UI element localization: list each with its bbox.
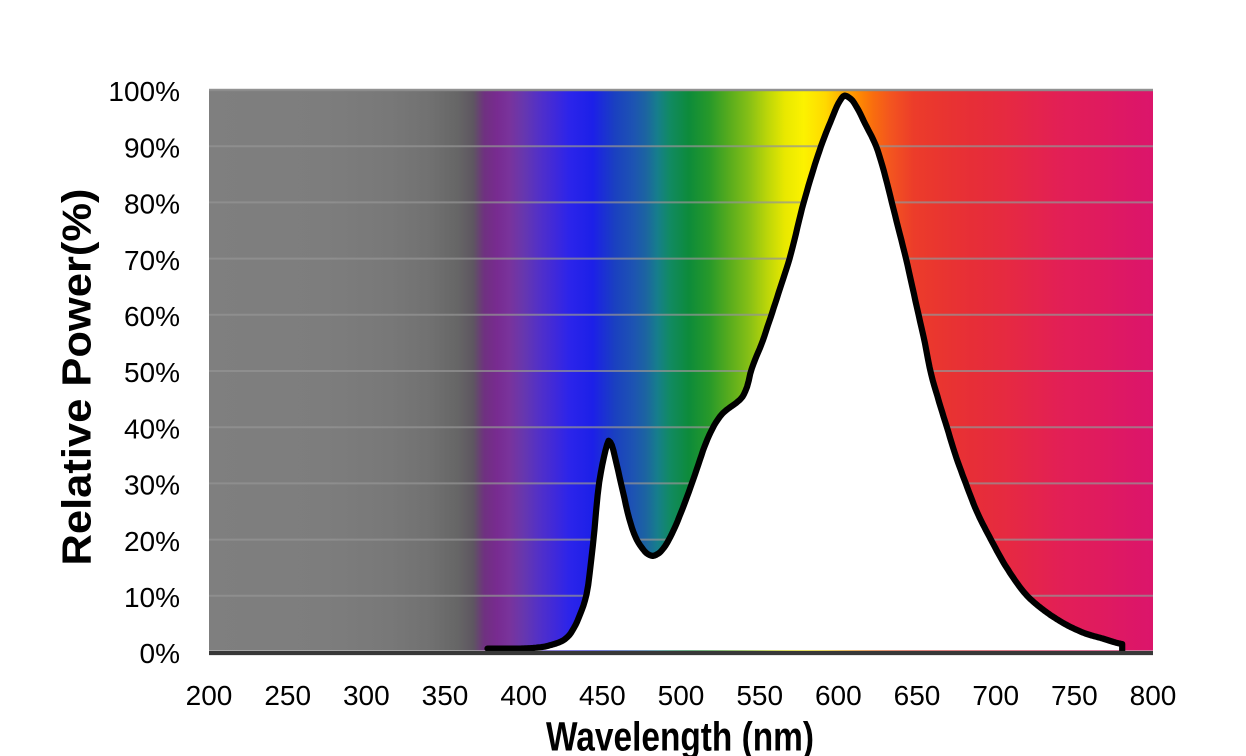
svg-text:20%: 20% xyxy=(124,526,180,557)
svg-text:40%: 40% xyxy=(124,413,180,444)
svg-text:Relative Power(%): Relative Power(%) xyxy=(53,189,99,566)
svg-text:750: 750 xyxy=(1051,680,1098,711)
svg-text:60%: 60% xyxy=(124,301,180,332)
svg-text:70%: 70% xyxy=(124,245,180,276)
svg-text:80%: 80% xyxy=(124,189,180,220)
svg-text:700: 700 xyxy=(972,680,1019,711)
svg-text:650: 650 xyxy=(894,680,941,711)
svg-text:30%: 30% xyxy=(124,470,180,501)
svg-text:Wavelength (nm): Wavelength (nm) xyxy=(546,713,814,756)
svg-text:450: 450 xyxy=(579,680,626,711)
svg-text:800: 800 xyxy=(1130,680,1177,711)
svg-text:500: 500 xyxy=(658,680,705,711)
svg-text:50%: 50% xyxy=(124,357,180,388)
svg-text:250: 250 xyxy=(264,680,311,711)
svg-text:200: 200 xyxy=(186,680,233,711)
svg-text:100%: 100% xyxy=(108,76,180,107)
svg-text:600: 600 xyxy=(815,680,862,711)
svg-text:300: 300 xyxy=(343,680,390,711)
svg-text:550: 550 xyxy=(736,680,783,711)
svg-text:90%: 90% xyxy=(124,132,180,163)
svg-text:350: 350 xyxy=(422,680,469,711)
svg-text:400: 400 xyxy=(500,680,547,711)
svg-text:0%: 0% xyxy=(140,638,180,669)
svg-text:10%: 10% xyxy=(124,582,180,613)
